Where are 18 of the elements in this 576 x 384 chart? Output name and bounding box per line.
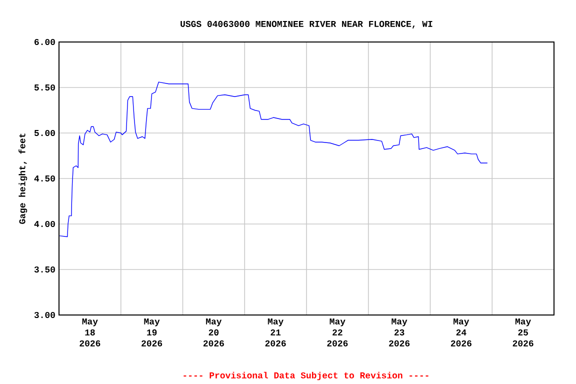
y-tick-label: 5.50 (34, 84, 55, 91)
text: ---- Provisional Data Subject to Revision ---- (184, 372, 428, 380)
y-tick-label: 6.00 (34, 38, 55, 46)
x-tick-label: May 22 2026 (327, 318, 348, 346)
y-tick-label: 4.00 (34, 220, 55, 228)
y-tick-label: 4.50 (34, 175, 55, 182)
x-tick-label: May 23 2026 (389, 318, 410, 346)
x-tick-label: May 25 2026 (512, 318, 534, 346)
x-tick-label: May 19 2026 (142, 318, 162, 346)
x-tick-label: May 21 2026 (265, 318, 286, 346)
y-tick-label: 3.00 (34, 312, 55, 318)
x-tick-label: May 24 2026 (450, 318, 472, 346)
y-axis-title: Gage height, feet (18, 134, 28, 224)
x-tick-label: May 20 2026 (203, 318, 224, 346)
chart-title: USGS 04063000 MENOMINEE RIVER NEAR FLORENCE, WI (180, 20, 432, 29)
x-tick-label: May 18 2026 (80, 318, 100, 346)
y-tick-label: 3.50 (34, 266, 55, 273)
y-tick-label: 5.00 (34, 130, 55, 136)
